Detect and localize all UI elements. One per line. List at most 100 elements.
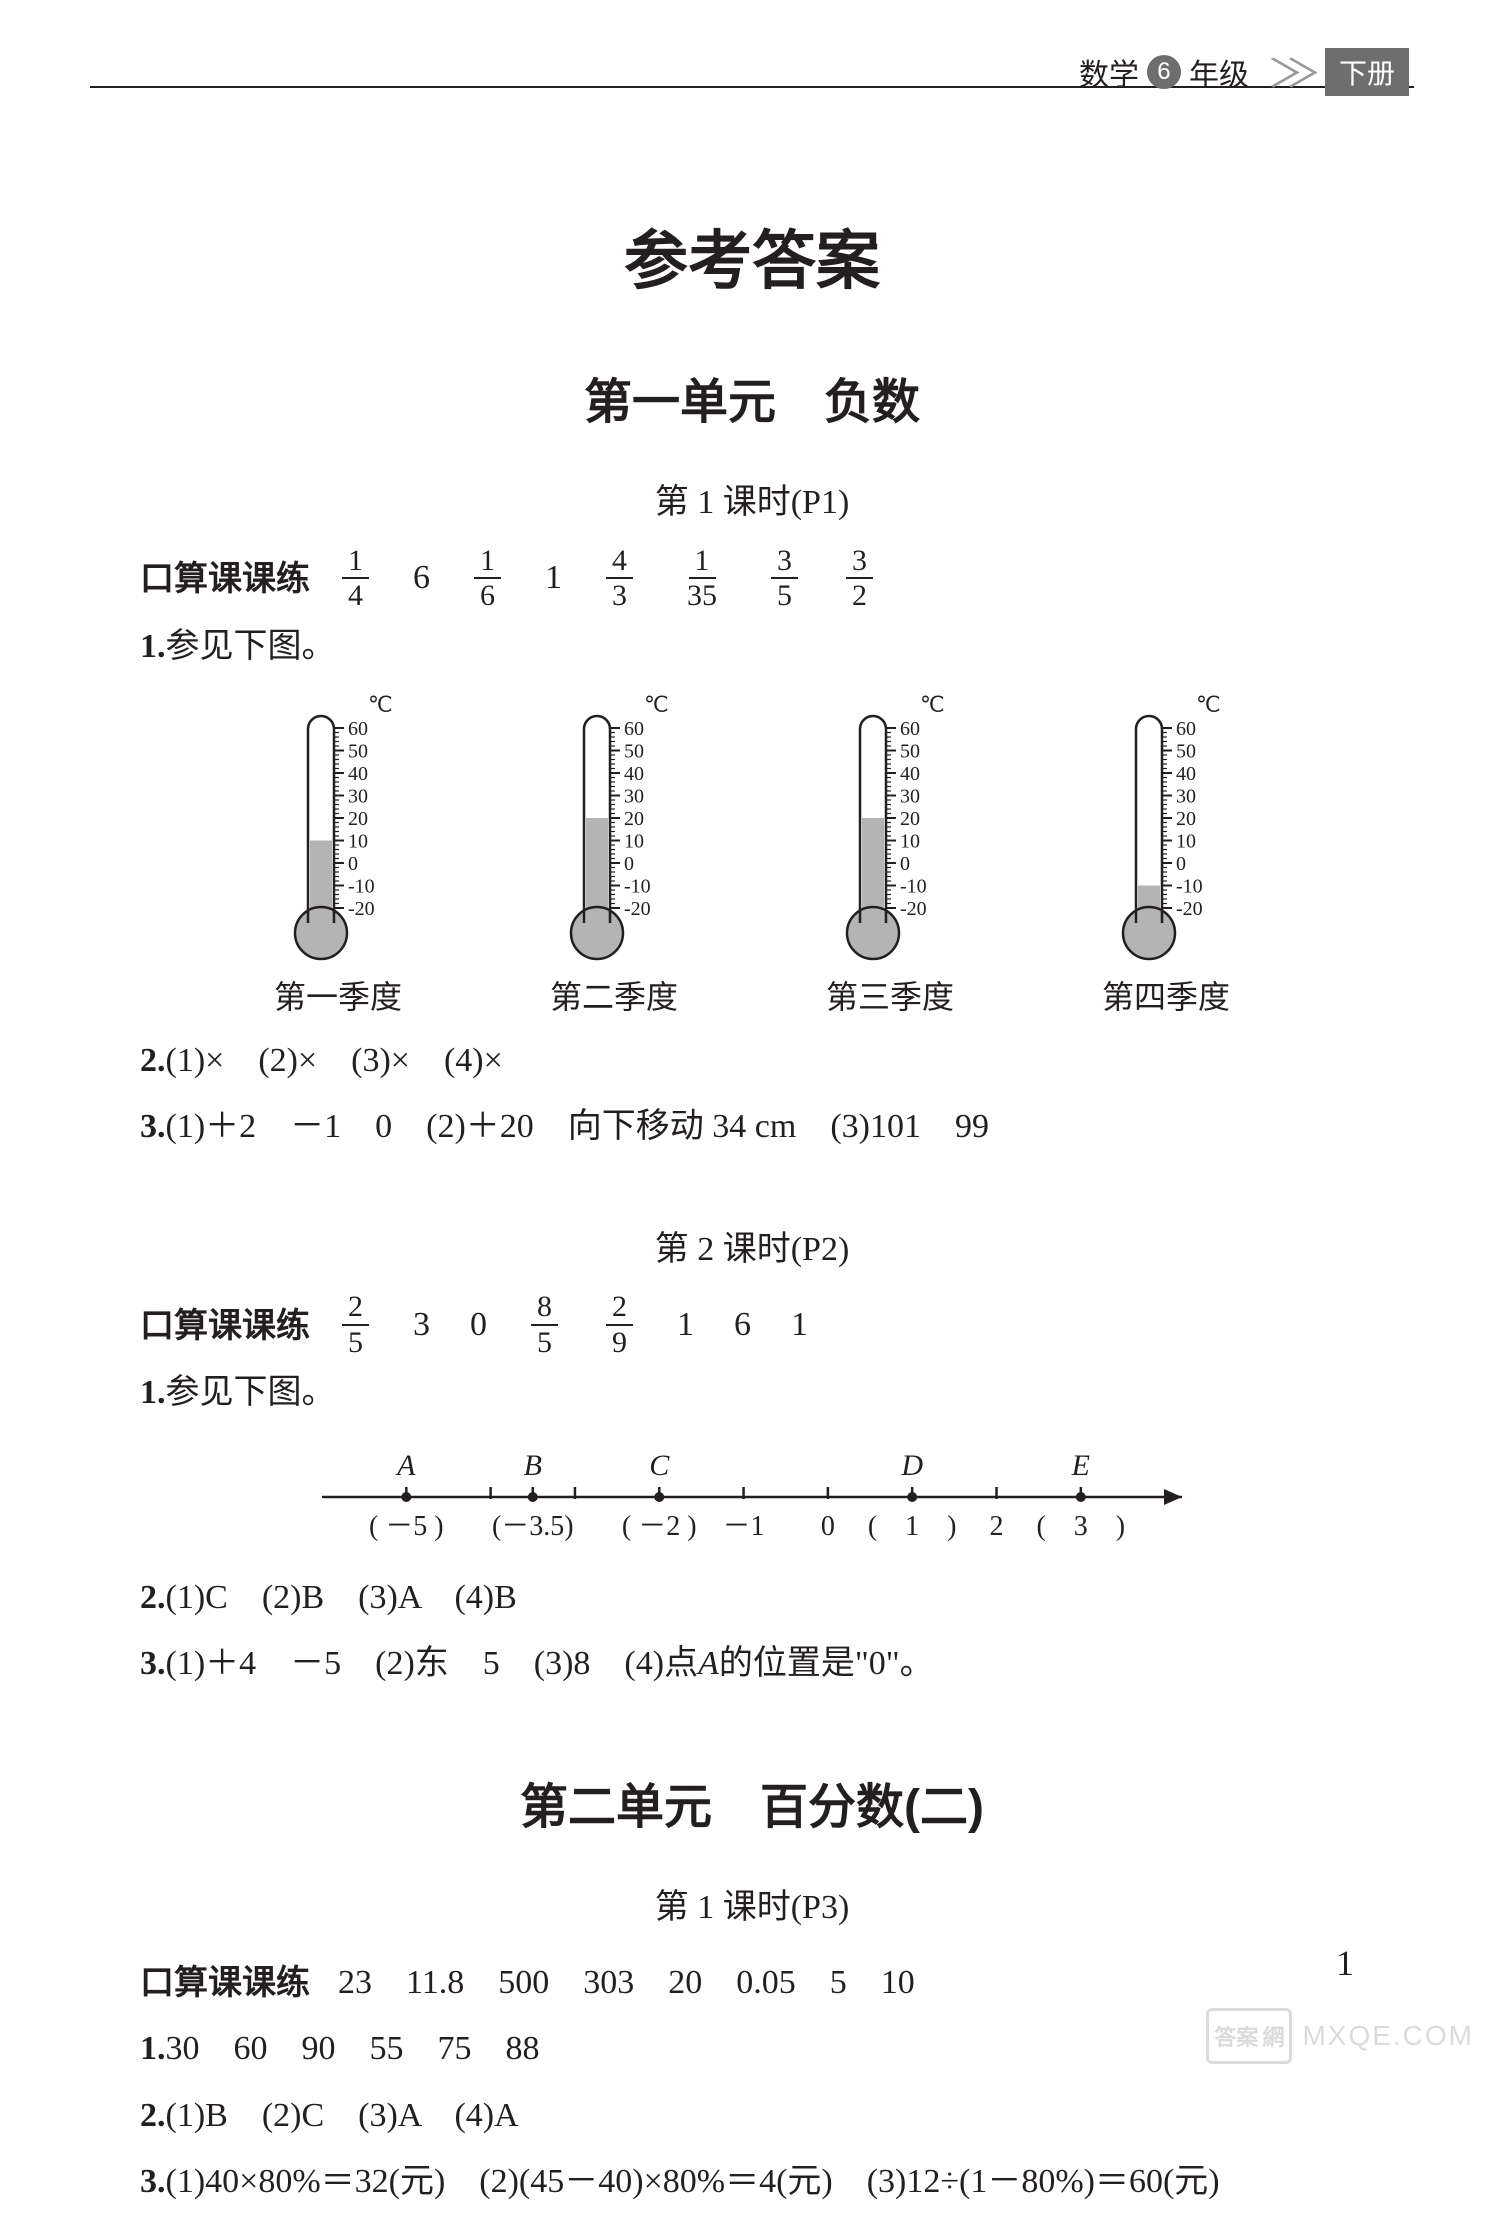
grade-badge: 6 xyxy=(1147,55,1181,89)
svg-text:-20: -20 xyxy=(1176,898,1203,920)
q1-label-2: 1. xyxy=(140,1360,166,1426)
hdr-subject: 数学 xyxy=(1079,50,1139,94)
svg-text:C: C xyxy=(649,1449,670,1482)
fraction: 32 xyxy=(846,545,873,612)
u2-q2-text: (1)B (2)C (3)A (4)A xyxy=(166,2083,519,2149)
watermark-badge: 答案 網 xyxy=(1206,2008,1292,2064)
q3-post: 的位置是"0"。 xyxy=(719,1631,934,1697)
svg-text:℃: ℃ xyxy=(644,692,669,717)
svg-text:60: 60 xyxy=(1176,718,1196,740)
svg-text:-20: -20 xyxy=(624,898,651,920)
u2-q3-text: (1)40×80%＝32(元) (2)(45－40)×80%＝4(元) (3)1… xyxy=(166,2149,1220,2215)
svg-text:10: 10 xyxy=(624,831,644,853)
svg-text:( 1 ): ( 1 ) xyxy=(868,1511,957,1542)
u2l1-q1: 1. 30 60 90 55 75 88 xyxy=(140,2016,1364,2082)
svg-text:40: 40 xyxy=(1176,763,1196,785)
q1-label: 1. xyxy=(140,614,166,680)
kousuan-label: 口算课课练 xyxy=(140,546,310,612)
unit2-title: 第二单元 百分数(二) xyxy=(140,1767,1364,1837)
q3-text: (1)＋2 －1 0 (2)＋20 向下移动 34 cm (3)101 99 xyxy=(166,1094,989,1160)
value: 3 xyxy=(413,1306,430,1343)
svg-text:B: B xyxy=(524,1449,542,1482)
number-line-wrap: A( －5 )B(－3.5)C( －2 )－10D( 1 )2E( 3 ) xyxy=(140,1437,1364,1557)
fraction: 29 xyxy=(606,1291,633,1358)
kousuan-text-3: 23 11.8 500 303 20 0.05 5 10 xyxy=(338,1950,915,2016)
watermark: 答案 網 MXQE.COM xyxy=(1206,2008,1474,2064)
svg-text:0: 0 xyxy=(821,1511,835,1542)
value: 6 xyxy=(413,559,430,596)
svg-text:40: 40 xyxy=(624,763,644,785)
fraction: 85 xyxy=(531,1291,558,1358)
fraction: 135 xyxy=(681,545,723,612)
svg-text:10: 10 xyxy=(348,831,368,853)
svg-text:2: 2 xyxy=(990,1511,1004,1542)
q2-text-2: (1)C (2)B (3)A (4)B xyxy=(166,1565,517,1631)
svg-text:60: 60 xyxy=(624,718,644,740)
fraction: 25 xyxy=(342,1291,369,1358)
value: 6 xyxy=(734,1306,751,1343)
svg-text:20: 20 xyxy=(348,808,368,830)
chevrons-icon xyxy=(1257,52,1317,92)
thermometer: ℃6050403020100-10-20第三季度 xyxy=(810,688,970,1018)
svg-text:30: 30 xyxy=(900,786,920,808)
page-title: 参考答案 xyxy=(140,210,1364,302)
q3-pre: (1)＋4 －5 (2)东 5 (3)8 (4)点 xyxy=(166,1631,699,1697)
svg-text:10: 10 xyxy=(900,831,920,853)
svg-text:20: 20 xyxy=(1176,808,1196,830)
svg-text:0: 0 xyxy=(1176,853,1186,875)
volume-box: 下册 xyxy=(1325,48,1409,96)
svg-text:50: 50 xyxy=(900,741,920,763)
q2-text: (1)× (2)× (3)× (4)× xyxy=(166,1028,503,1094)
value: 1 xyxy=(545,559,562,596)
content-area: 参考答案 第一单元 负数 第 1 课时(P1) 口算课课练 1461614313… xyxy=(140,180,1364,2215)
page-header: 数学 6 年级 下册 xyxy=(1079,48,1409,96)
svg-text:( 3 ): ( 3 ) xyxy=(1036,1511,1125,1542)
thermometer-caption: 第四季度 xyxy=(1102,972,1230,1018)
svg-text:℃: ℃ xyxy=(368,692,393,717)
svg-text:( －2 ): ( －2 ) xyxy=(622,1511,697,1542)
fraction: 16 xyxy=(474,545,501,612)
kousuan-label-2: 口算课课练 xyxy=(140,1293,310,1359)
svg-text:0: 0 xyxy=(624,853,634,875)
svg-text:-10: -10 xyxy=(1176,876,1203,898)
u1l2-q3: 3. (1)＋4 －5 (2)东 5 (3)8 (4)点 A 的位置是"0"。 xyxy=(140,1631,1364,1697)
svg-text:30: 30 xyxy=(624,786,644,808)
svg-text:E: E xyxy=(1071,1449,1090,1482)
svg-text:50: 50 xyxy=(348,741,368,763)
u1l2-heading: 第 2 课时(P2) xyxy=(140,1221,1364,1270)
u2l1-q2: 2. (1)B (2)C (3)A (4)A xyxy=(140,2083,1364,2149)
svg-text:60: 60 xyxy=(348,718,368,740)
svg-text:-20: -20 xyxy=(900,898,927,920)
wm-pin: 網 xyxy=(1262,2020,1284,2052)
u1l1-kousuan: 口算课课练 146161431353532 xyxy=(140,545,1364,614)
thermometer: ℃6050403020100-10-20第一季度 xyxy=(258,688,418,1018)
svg-text:20: 20 xyxy=(624,808,644,830)
thermometer: ℃6050403020100-10-20第四季度 xyxy=(1086,688,1246,1018)
svg-text:0: 0 xyxy=(348,853,358,875)
svg-text:10: 10 xyxy=(1176,831,1196,853)
svg-text:20: 20 xyxy=(900,808,920,830)
value: 0 xyxy=(470,1306,487,1343)
svg-text:(－3.5): (－3.5) xyxy=(492,1511,574,1542)
watermark-site: MXQE.COM xyxy=(1302,2020,1474,2052)
page: 数学 6 年级 下册 参考答案 第一单元 负数 第 1 课时(P1) 口算课课练… xyxy=(0,0,1504,2094)
svg-text:( －5 ): ( －5 ) xyxy=(369,1511,444,1542)
svg-text:30: 30 xyxy=(348,786,368,808)
q1-text-2: 参见下图。 xyxy=(166,1360,336,1426)
kousuan-label-3: 口算课课练 xyxy=(140,1950,310,2016)
svg-text:℃: ℃ xyxy=(1196,692,1221,717)
wm-zh: 答案 xyxy=(1214,2020,1258,2052)
kousuan-values-2: 25308529161 xyxy=(338,1292,848,1361)
u2l1-q3: 3. (1)40×80%＝32(元) (2)(45－40)×80%＝4(元) (… xyxy=(140,2149,1364,2215)
unit1-title: 第一单元 负数 xyxy=(140,362,1364,432)
thermometer: ℃6050403020100-10-20第二季度 xyxy=(534,688,694,1018)
thermometer-caption: 第三季度 xyxy=(826,972,954,1018)
number-line: A( －5 )B(－3.5)C( －2 )－10D( 1 )2E( 3 ) xyxy=(292,1437,1212,1557)
u1l1-heading: 第 1 课时(P1) xyxy=(140,474,1364,523)
thermometer-caption: 第一季度 xyxy=(274,972,402,1018)
u1l1-q3: 3. (1)＋2 －1 0 (2)＋20 向下移动 34 cm (3)101 9… xyxy=(140,1094,1364,1160)
u1l1-q1: 1. 参见下图。 xyxy=(140,614,1364,680)
u1l2-kousuan: 口算课课练 25308529161 xyxy=(140,1292,1364,1361)
svg-text:D: D xyxy=(900,1449,923,1482)
svg-text:－1: －1 xyxy=(723,1511,765,1542)
